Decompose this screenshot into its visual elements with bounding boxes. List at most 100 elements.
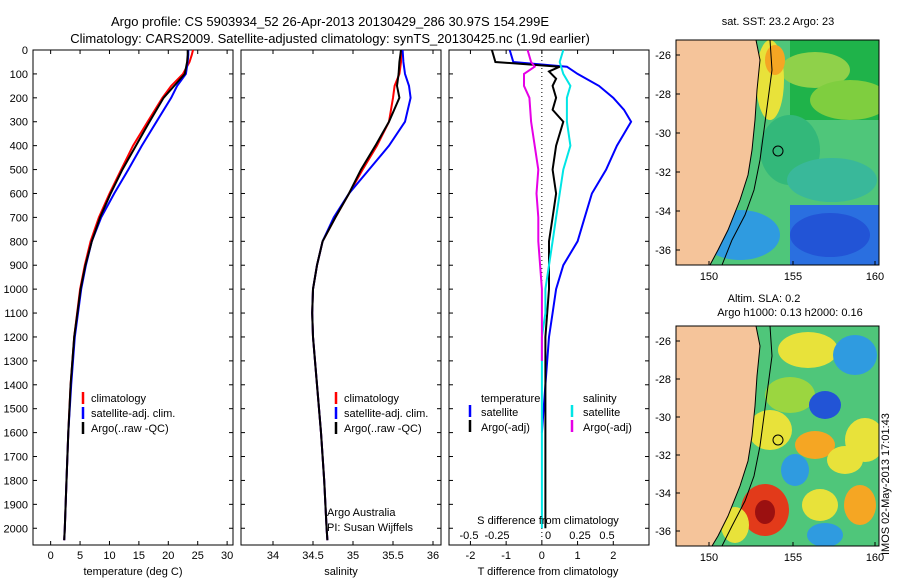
x-tick-label: 20 (162, 550, 174, 562)
depth-tick-label: 1200 (4, 332, 28, 344)
depth-tick-label: 1600 (4, 428, 28, 440)
depth-tick-label: 700 (10, 212, 28, 224)
x-tick-label: 10 (103, 550, 115, 562)
x-tick-label: 0 (48, 550, 54, 562)
sla-map: Altim. SLA: 0.2 Argo h1000: 0.13 h2000: … (655, 293, 884, 564)
argo-location-marker (772, 145, 784, 157)
depth-tick-label: 300 (10, 117, 28, 129)
land-area (676, 326, 760, 546)
depth-tick-label: 100 (10, 69, 28, 81)
legend-climatology-label: climatology (344, 393, 400, 405)
x-tick-label: -1 (501, 550, 511, 562)
map-lat-label: -34 (655, 488, 671, 500)
isobath (721, 40, 773, 265)
legend-satellite-label: satellite-adj. clim. (91, 408, 175, 420)
depth-axis: 0 100 200 300 400 500 600 700 800 900 1000 1100 1200… (4, 45, 28, 535)
coastline (709, 40, 761, 265)
depth-tick-label: 2000 (4, 523, 28, 535)
depth-tick-label: 1500 (4, 404, 28, 416)
map-lat-label: -30 (655, 412, 671, 424)
land-area (676, 40, 760, 265)
legend-salinity-header: salinity (583, 393, 617, 405)
map-lon-label: 150 (700, 552, 718, 564)
series-line-argo-adj (490, 49, 565, 529)
depth-tick-label: 1100 (4, 308, 28, 320)
x-tick-label: 0 (539, 550, 545, 562)
depth-tick-label: 1000 (4, 284, 28, 296)
salinity-panel: 34 34.5 35 35.5 36 climatology satellite-adj… (240, 49, 442, 578)
sla-map-frame (675, 325, 880, 547)
credit-line-1: Argo Australia (327, 507, 396, 519)
salinity-legend: climatology satellite-adj. clim. Argo(..… (334, 392, 428, 435)
legend-s-satellite-label: satellite (583, 407, 620, 419)
series-line-satellite (508, 49, 633, 433)
depth-tick-label: 800 (10, 236, 28, 248)
depth-tick-label: 400 (10, 141, 28, 153)
title-line-1: Argo profile: CS 5903934_52 26-Apr-2013 … (110, 14, 549, 29)
series-line-argo-raw-qc (63, 50, 189, 541)
temperature-legend: climatology satellite-adj. clim. Argo(..… (81, 392, 175, 435)
depth-tick-label: 1700 (4, 452, 28, 464)
series-line-argo-adj (523, 49, 543, 361)
map-lon-label: 160 (866, 271, 884, 283)
legend-climatology-label: climatology (91, 393, 147, 405)
x-tick-label: 34.5 (302, 550, 323, 562)
depth-tick-label: 500 (10, 165, 28, 177)
difference-panel: -2 -1 0 1 2 -0.5 -0.25 0 0.25 0.5 temperature sal… (448, 49, 650, 578)
x-tick-label: 30 (221, 550, 233, 562)
temperature-axes (32, 49, 234, 546)
x-tick-label: 36 (427, 550, 439, 562)
depth-tick-label: 900 (10, 260, 28, 272)
x-tick-label: 35.5 (382, 550, 403, 562)
legend-satellite-label: satellite-adj. clim. (344, 408, 428, 420)
legend-argo-label: Argo(..raw -QC) (344, 423, 422, 435)
sst-map: sat. SST: 23.2 Argo: 23 -26 -28 -30 -32 -34 -… (655, 16, 884, 283)
salinity-axes (240, 49, 442, 546)
x2-tick-label: 0.5 (599, 530, 614, 542)
sla-map-title-1: Altim. SLA: 0.2 (728, 293, 801, 305)
depth-tick-label: 200 (10, 93, 28, 105)
map-lon-label: 160 (866, 552, 884, 564)
sla-map-title-2: Argo h1000: 0.13 h2000: 0.16 (717, 307, 863, 319)
sst-map-title: sat. SST: 23.2 Argo: 23 (722, 16, 835, 28)
t-difference-xlabel: T difference from climatology (478, 566, 619, 578)
legend-temperature-header: temperature (481, 393, 540, 405)
x-tick-label: 25 (192, 550, 204, 562)
legend-s-argo-label: Argo(-adj) (583, 422, 632, 434)
map-lat-label: -32 (655, 450, 671, 462)
sst-map-frame (675, 39, 880, 266)
title-line-2: Climatology: CARS2009. Satellite-adjuste… (70, 31, 590, 46)
salinity-xlabel: salinity (324, 566, 358, 578)
x-tick-label: 35 (347, 550, 359, 562)
map-lat-label: -34 (655, 206, 671, 218)
difference-legend: temperature salinity satellite Argo(-adj… (468, 393, 632, 434)
x2-tick-label: 0 (545, 530, 551, 542)
x-tick-label: 2 (610, 550, 616, 562)
map-lon-label: 155 (784, 271, 802, 283)
argo-location-marker (772, 434, 784, 446)
depth-tick-label: 1400 (4, 380, 28, 392)
series-line-argo-raw-qc (311, 49, 402, 541)
depth-tick-label: 0 (22, 45, 28, 57)
s-difference-label: S difference from climatology (477, 515, 619, 527)
x-tick-label: 15 (133, 550, 145, 562)
map-lon-label: 150 (700, 271, 718, 283)
legend-t-satellite-label: satellite (481, 407, 518, 419)
legend-t-argo-label: Argo(-adj) (481, 422, 530, 434)
map-lat-label: -30 (655, 128, 671, 140)
x-tick-label: 1 (575, 550, 581, 562)
x-tick-label: 34 (267, 550, 279, 562)
temperature-xlabel: temperature (deg C) (83, 566, 182, 578)
depth-tick-label: 1800 (4, 475, 28, 487)
x-tick-label: 5 (77, 550, 83, 562)
isobath (721, 326, 773, 546)
legend-argo-label: Argo(..raw -QC) (91, 423, 169, 435)
depth-tick-label: 1900 (4, 499, 28, 511)
imos-timestamp: IMOS 02-May-2013 17:01:43 (880, 413, 892, 555)
map-lat-label: -32 (655, 167, 671, 179)
depth-tick-label: 1300 (4, 356, 28, 368)
depth-tick-label: 600 (10, 188, 28, 200)
map-lat-label: -26 (655, 336, 671, 348)
coastline (711, 326, 761, 546)
